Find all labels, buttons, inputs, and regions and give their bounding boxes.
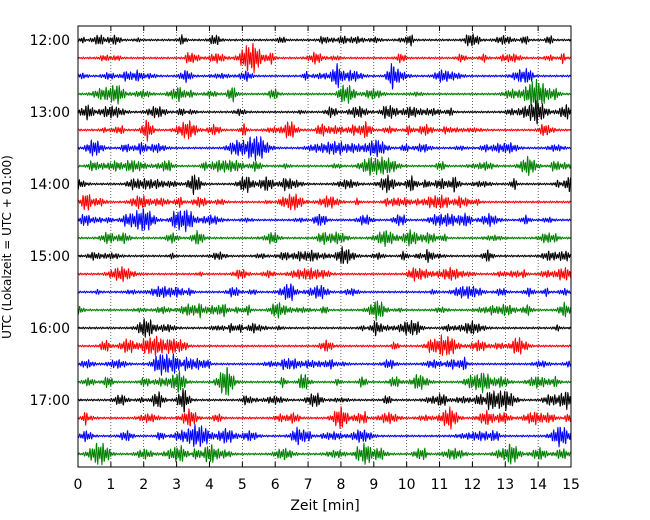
trace-line — [77, 406, 572, 430]
trace-line — [77, 283, 572, 302]
trace-line — [77, 99, 572, 125]
trace-line — [77, 266, 572, 283]
x-tick-label: 9 — [369, 477, 378, 493]
y-tick-label: 13:00 — [30, 105, 70, 121]
trace-line — [77, 136, 572, 162]
x-axis-label: Zeit [min] — [290, 498, 359, 514]
x-tick-label: 5 — [238, 477, 247, 493]
x-tick-label: 12 — [463, 477, 481, 493]
trace-line — [77, 442, 572, 466]
x-tick-label: 2 — [139, 477, 148, 493]
x-ticks: 0 1 2 3 4 5 6 7 8 9 10 11 12 13 14 15 — [74, 26, 580, 493]
trace-line — [77, 387, 572, 413]
y-tick-label: 15:00 — [30, 249, 70, 265]
x-tick-label: 3 — [172, 477, 181, 493]
trace-line — [77, 62, 572, 90]
x-tick-label: 11 — [431, 477, 449, 493]
trace-line — [77, 208, 572, 233]
y-tick-label: 16:00 — [30, 321, 70, 337]
trace-line — [77, 334, 572, 357]
trace-line — [77, 78, 572, 110]
trace-line — [77, 353, 572, 376]
x-tick-label: 8 — [336, 477, 345, 493]
y-ticks: 12:00 13:00 14:00 15:00 16:00 17:00 — [30, 33, 571, 409]
y-tick-label: 14:00 — [30, 177, 70, 193]
trace-line — [77, 229, 572, 248]
trace-line — [77, 423, 572, 448]
trace-line — [77, 318, 572, 338]
y-tick-label: 17:00 — [30, 393, 70, 409]
trace-line — [77, 119, 572, 142]
trace-line — [77, 42, 572, 74]
x-tick-label: 14 — [529, 477, 547, 493]
x-tick-label: 15 — [562, 477, 580, 493]
y-axis-label: UTC (Lokalzeit = UTC + 01:00) — [0, 155, 14, 339]
x-tick-label: 0 — [74, 477, 83, 493]
x-tick-label: 4 — [205, 477, 214, 493]
trace-line — [77, 367, 572, 396]
trace-line — [77, 300, 572, 322]
x-tick-label: 13 — [496, 477, 514, 493]
x-tick-label: 7 — [304, 477, 313, 493]
x-tick-label: 6 — [271, 477, 280, 493]
y-tick-label: 12:00 — [30, 33, 70, 49]
trace-line — [77, 155, 572, 177]
trace-line — [77, 174, 572, 196]
trace-line — [77, 33, 572, 47]
plot-frame — [77, 25, 572, 468]
x-tick-label: 10 — [398, 477, 416, 493]
trace-line — [77, 246, 572, 265]
trace-line — [77, 193, 572, 211]
trace-group — [77, 33, 572, 466]
x-tick-label: 1 — [106, 477, 115, 493]
